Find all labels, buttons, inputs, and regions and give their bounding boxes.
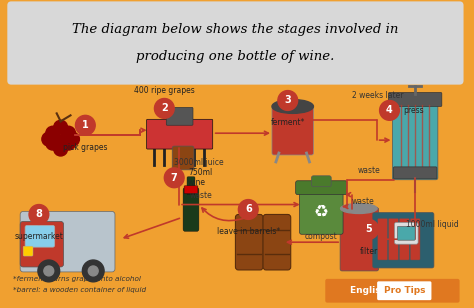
FancyBboxPatch shape	[296, 181, 347, 195]
FancyBboxPatch shape	[410, 218, 420, 260]
Circle shape	[62, 126, 75, 140]
Circle shape	[38, 260, 60, 282]
FancyArrowPatch shape	[381, 237, 412, 241]
Text: press: press	[403, 106, 424, 115]
Circle shape	[62, 136, 75, 150]
Ellipse shape	[272, 99, 313, 113]
Text: 4: 4	[386, 105, 393, 116]
Text: 1: 1	[82, 120, 89, 130]
Circle shape	[29, 205, 49, 224]
Text: 3: 3	[284, 95, 291, 105]
Text: *barrel: a wooden container of liquid: *barrel: a wooden container of liquid	[13, 287, 146, 293]
FancyBboxPatch shape	[393, 167, 437, 179]
FancyBboxPatch shape	[340, 208, 379, 271]
Circle shape	[46, 136, 60, 150]
Circle shape	[65, 132, 80, 146]
FancyBboxPatch shape	[7, 2, 464, 85]
FancyBboxPatch shape	[311, 176, 331, 187]
Text: 2 weeks later: 2 weeks later	[352, 91, 403, 100]
Circle shape	[44, 266, 54, 276]
FancyBboxPatch shape	[392, 96, 438, 180]
Text: *ferment: turns grapes into alcohol: *ferment: turns grapes into alcohol	[13, 276, 141, 282]
FancyBboxPatch shape	[187, 177, 195, 195]
Circle shape	[238, 200, 258, 219]
FancyBboxPatch shape	[263, 214, 291, 270]
FancyBboxPatch shape	[172, 146, 194, 170]
Circle shape	[54, 142, 68, 156]
Circle shape	[75, 116, 95, 135]
FancyBboxPatch shape	[272, 107, 313, 155]
Circle shape	[278, 91, 298, 110]
Text: 7: 7	[171, 173, 178, 183]
Circle shape	[54, 120, 68, 134]
FancyBboxPatch shape	[20, 212, 115, 272]
Circle shape	[380, 100, 400, 120]
Text: 1000ml liquid: 1000ml liquid	[406, 220, 459, 229]
FancyBboxPatch shape	[378, 218, 388, 260]
FancyArrowPatch shape	[379, 138, 389, 142]
FancyBboxPatch shape	[389, 218, 398, 260]
FancyBboxPatch shape	[25, 225, 55, 247]
Circle shape	[50, 134, 64, 148]
FancyBboxPatch shape	[373, 213, 434, 268]
FancyBboxPatch shape	[183, 188, 199, 231]
FancyArrowPatch shape	[216, 131, 268, 135]
Text: waste: waste	[190, 191, 212, 200]
FancyBboxPatch shape	[146, 119, 213, 149]
Text: 5: 5	[365, 224, 372, 234]
Text: 400 ripe grapes: 400 ripe grapes	[134, 86, 195, 95]
FancyBboxPatch shape	[184, 186, 198, 194]
FancyBboxPatch shape	[20, 221, 64, 267]
FancyBboxPatch shape	[394, 222, 418, 244]
Text: compost: compost	[305, 232, 337, 241]
FancyBboxPatch shape	[377, 281, 431, 300]
Circle shape	[46, 126, 60, 140]
FancyArrowPatch shape	[287, 240, 338, 244]
FancyBboxPatch shape	[166, 107, 193, 125]
Text: English: English	[350, 286, 390, 295]
FancyBboxPatch shape	[23, 246, 33, 256]
Text: 8: 8	[36, 209, 42, 219]
Text: Pro Tips: Pro Tips	[383, 286, 425, 295]
FancyBboxPatch shape	[325, 279, 460, 303]
Text: leave in barrels*: leave in barrels*	[217, 227, 280, 236]
Circle shape	[164, 168, 184, 188]
Text: The diagram below shows the stages involved in: The diagram below shows the stages invol…	[72, 22, 399, 36]
Text: ferment*: ferment*	[271, 118, 305, 127]
Circle shape	[82, 260, 104, 282]
Text: 6: 6	[245, 205, 252, 214]
Text: 3000ml juice: 3000ml juice	[174, 158, 224, 167]
FancyBboxPatch shape	[400, 218, 409, 260]
Text: pick grapes: pick grapes	[63, 143, 108, 152]
Circle shape	[88, 266, 98, 276]
FancyBboxPatch shape	[236, 214, 263, 270]
Text: filter: filter	[360, 247, 378, 256]
FancyBboxPatch shape	[389, 93, 442, 107]
Circle shape	[58, 134, 72, 148]
Text: waste: waste	[352, 197, 375, 206]
FancyArrowPatch shape	[124, 218, 180, 238]
FancyArrowPatch shape	[202, 208, 244, 221]
Circle shape	[359, 219, 379, 239]
Text: producing one bottle of wine.: producing one bottle of wine.	[136, 51, 335, 63]
Ellipse shape	[341, 204, 377, 213]
FancyArrowPatch shape	[344, 205, 348, 209]
Text: 2: 2	[161, 103, 168, 113]
Text: waste: waste	[357, 166, 380, 175]
Text: 750ml
wine: 750ml wine	[188, 168, 212, 188]
FancyArrowPatch shape	[141, 128, 145, 132]
Text: supermarket: supermarket	[15, 232, 64, 241]
FancyArrowPatch shape	[182, 203, 298, 206]
Circle shape	[155, 99, 174, 118]
FancyArrowPatch shape	[346, 193, 351, 197]
FancyBboxPatch shape	[397, 226, 415, 240]
Text: ♻: ♻	[314, 202, 329, 221]
Circle shape	[42, 132, 56, 146]
FancyBboxPatch shape	[300, 186, 343, 234]
